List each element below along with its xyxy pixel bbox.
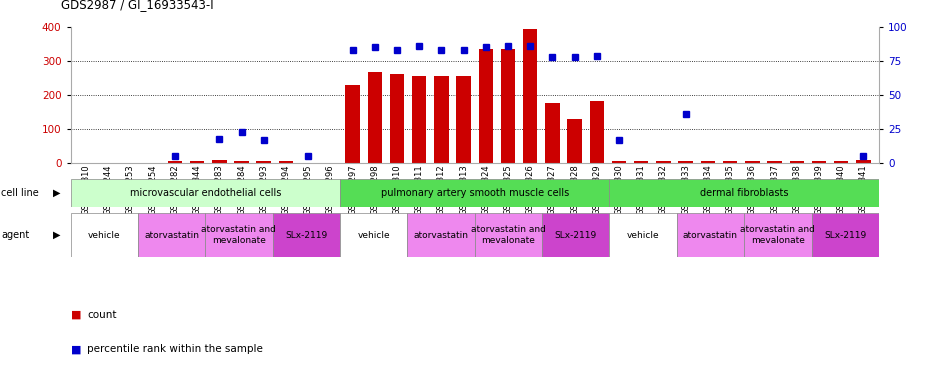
Bar (273, 213, 340, 257)
Bar (834, 162, 849, 163)
Bar (340, 213, 407, 257)
Text: ■: ■ (70, 310, 81, 320)
Bar (457, 76, 471, 163)
Text: SLx-2119: SLx-2119 (555, 231, 597, 240)
Bar (301, 162, 315, 163)
Bar (434, 76, 448, 163)
Text: percentile rank within the sample: percentile rank within the sample (87, 344, 263, 354)
Text: atorvastatin: atorvastatin (414, 231, 468, 240)
Bar (523, 28, 538, 163)
Bar (340, 179, 609, 207)
Bar (390, 74, 404, 163)
Text: atorvastatin: atorvastatin (144, 231, 199, 240)
Text: ■: ■ (70, 344, 81, 354)
Bar (138, 213, 205, 257)
Bar (856, 161, 870, 163)
Text: atorvastatin: atorvastatin (683, 231, 738, 240)
Bar (278, 162, 293, 163)
Bar (501, 49, 515, 163)
Text: SLx-2119: SLx-2119 (285, 231, 327, 240)
Text: ▶: ▶ (53, 230, 60, 240)
Text: vehicle: vehicle (357, 231, 390, 240)
Bar (70, 213, 138, 257)
Bar (212, 161, 227, 163)
Bar (634, 162, 649, 163)
Bar (589, 101, 604, 163)
Bar (744, 213, 811, 257)
Bar (723, 162, 737, 163)
Bar (123, 162, 137, 163)
Text: atorvastatin and
mevalonate: atorvastatin and mevalonate (201, 225, 276, 245)
Bar (656, 162, 671, 163)
Bar (101, 162, 116, 163)
Bar (679, 162, 693, 163)
Bar (790, 162, 804, 163)
Text: dermal fibroblasts: dermal fibroblasts (700, 188, 789, 198)
Bar (767, 162, 782, 163)
Bar (745, 162, 760, 163)
Bar (609, 213, 677, 257)
Text: microvascular endothelial cells: microvascular endothelial cells (130, 188, 281, 198)
Bar (700, 162, 715, 163)
Bar (407, 213, 475, 257)
Bar (568, 119, 582, 163)
Bar (609, 179, 879, 207)
Bar (677, 213, 744, 257)
Bar (70, 179, 340, 207)
Bar (146, 162, 160, 163)
Bar (368, 72, 382, 163)
Text: count: count (87, 310, 117, 320)
Bar (545, 103, 559, 163)
Text: agent: agent (1, 230, 29, 240)
Text: GDS2987 / GI_16933543-I: GDS2987 / GI_16933543-I (61, 0, 213, 12)
Bar (475, 213, 542, 257)
Bar (167, 162, 182, 163)
Text: pulmonary artery smooth muscle cells: pulmonary artery smooth muscle cells (381, 188, 569, 198)
Bar (478, 49, 493, 163)
Bar (234, 162, 249, 163)
Bar (412, 76, 427, 163)
Text: vehicle: vehicle (627, 231, 660, 240)
Bar (79, 162, 93, 163)
Bar (811, 213, 879, 257)
Text: ▶: ▶ (53, 188, 60, 198)
Bar (812, 162, 826, 163)
Text: vehicle: vehicle (87, 231, 120, 240)
Bar (542, 213, 609, 257)
Bar (612, 162, 626, 163)
Bar (323, 162, 337, 163)
Text: atorvastatin and
mevalonate: atorvastatin and mevalonate (741, 225, 815, 245)
Text: atorvastatin and
mevalonate: atorvastatin and mevalonate (471, 225, 546, 245)
Text: cell line: cell line (1, 188, 39, 198)
Bar (205, 213, 273, 257)
Bar (345, 85, 360, 163)
Text: SLx-2119: SLx-2119 (824, 231, 867, 240)
Bar (190, 162, 204, 163)
Bar (257, 162, 271, 163)
